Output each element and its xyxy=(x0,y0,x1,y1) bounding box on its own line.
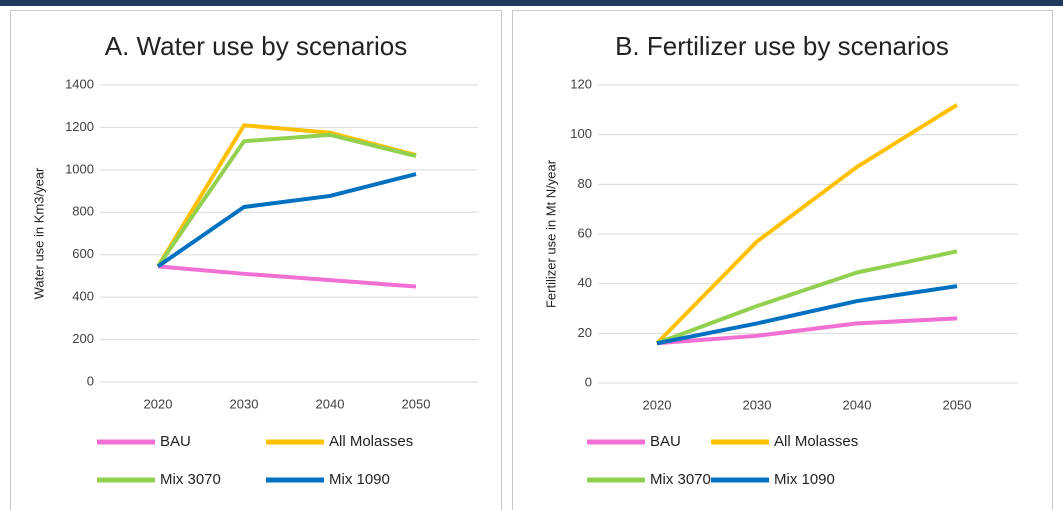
x-tick-label: 2040 xyxy=(843,397,872,412)
x-tick-label: 2050 xyxy=(402,396,431,411)
y-tick-label: 120 xyxy=(570,76,592,91)
series-line xyxy=(156,132,417,268)
x-tick-label: 2020 xyxy=(643,397,672,412)
legend-label: BAU xyxy=(650,433,681,450)
y-tick-label: 0 xyxy=(87,373,94,388)
y-tick-label: 1400 xyxy=(65,76,94,91)
x-tick-label: 2030 xyxy=(230,396,259,411)
series-line xyxy=(157,264,417,289)
series-line xyxy=(656,284,958,346)
x-tick-label: 2020 xyxy=(144,396,173,411)
y-tick-label: 20 xyxy=(578,325,592,340)
panel xyxy=(512,10,1053,510)
y-tick-label: 60 xyxy=(578,225,592,240)
legend-label: All Molasses xyxy=(774,433,858,450)
y-axis-label: Water use in Km3/year xyxy=(31,167,46,299)
y-tick-label: 1200 xyxy=(65,119,94,134)
y-axis-label: Fertilizer use in Mt N/year xyxy=(543,159,558,308)
x-tick-label: 2030 xyxy=(743,397,772,412)
chart-title: A. Water use by scenarios xyxy=(105,31,408,61)
legend-label: All Molasses xyxy=(329,433,413,450)
x-tick-label: 2040 xyxy=(316,396,345,411)
panel xyxy=(10,10,502,510)
series-line xyxy=(655,103,959,345)
top-bar xyxy=(0,0,1063,6)
legend-label: Mix 1090 xyxy=(774,471,835,488)
legend-label: Mix 1090 xyxy=(329,471,390,488)
y-tick-label: 100 xyxy=(570,126,592,141)
y-tick-label: 1000 xyxy=(65,161,94,176)
x-tick-label: 2050 xyxy=(943,397,972,412)
y-tick-label: 200 xyxy=(72,331,94,346)
legend-label: Mix 3070 xyxy=(160,471,221,488)
series-line xyxy=(656,249,958,346)
legend-label: Mix 3070 xyxy=(650,471,711,488)
series-line xyxy=(156,172,417,269)
y-tick-label: 80 xyxy=(578,176,592,191)
legend-label: BAU xyxy=(160,433,191,450)
y-tick-label: 400 xyxy=(72,289,94,304)
series-line xyxy=(656,316,958,346)
y-tick-label: 0 xyxy=(585,374,592,389)
chart-title: B. Fertilizer use by scenarios xyxy=(615,31,949,61)
y-tick-label: 600 xyxy=(72,246,94,261)
y-tick-label: 40 xyxy=(578,275,592,290)
y-tick-label: 800 xyxy=(72,204,94,219)
